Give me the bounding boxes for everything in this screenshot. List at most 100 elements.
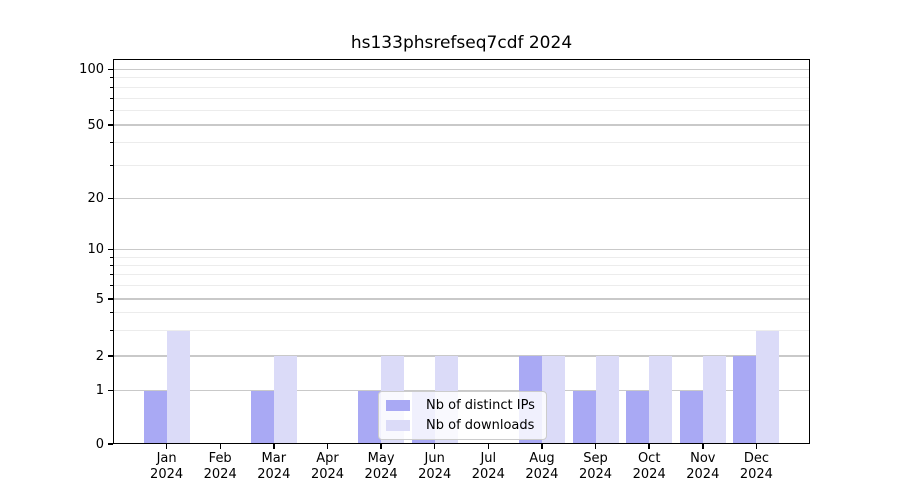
x-tick-month: Mar <box>261 451 287 466</box>
gridline-minor <box>113 97 810 99</box>
gridline-minor <box>113 109 810 111</box>
bar-downloads-aug <box>541 356 565 444</box>
x-tick-month: Nov <box>690 451 716 466</box>
y-minor-tick-mark <box>110 86 113 88</box>
x-tick-mark <box>541 444 543 449</box>
bar-downloads-oct <box>649 356 673 444</box>
y-tick-label: 2 <box>95 348 104 364</box>
y-tick-mark <box>108 355 113 357</box>
y-minor-tick-mark <box>110 142 113 144</box>
x-tick-label: Sep 2024 <box>564 451 628 483</box>
legend-swatch-downloads <box>386 420 410 431</box>
x-tick-label: Nov 2024 <box>671 451 735 483</box>
y-minor-tick-mark <box>110 256 113 258</box>
bar-distinct-ips-mar <box>250 390 274 444</box>
y-minor-tick-mark <box>110 285 113 287</box>
x-tick-year: 2024 <box>257 467 291 482</box>
bar-downloads-sep <box>595 356 619 444</box>
gridline-major <box>113 298 810 300</box>
x-tick-year: 2024 <box>471 467 505 482</box>
x-tick-year: 2024 <box>150 467 184 482</box>
y-minor-tick-mark <box>110 312 113 314</box>
y-minor-tick-mark <box>110 274 113 276</box>
y-tick-label: 10 <box>87 242 104 257</box>
gridline-minor <box>113 274 810 276</box>
x-tick-label: Aug 2024 <box>510 451 574 483</box>
y-tick-label: 100 <box>79 62 104 77</box>
bar-distinct-ips-nov <box>679 390 703 444</box>
legend-label-downloads: Nb of downloads <box>426 418 535 433</box>
gridline-major <box>113 124 810 126</box>
gridline-minor <box>113 312 810 314</box>
legend-swatch-distinct-ips <box>386 400 410 411</box>
gridline-major <box>113 355 810 357</box>
x-tick-label: Oct 2024 <box>617 451 681 483</box>
x-tick-year: 2024 <box>203 467 237 482</box>
gridline-minor <box>113 256 810 258</box>
y-minor-tick-mark <box>110 109 113 111</box>
y-tick-label: 5 <box>95 291 104 307</box>
y-tick-label: 20 <box>87 191 104 206</box>
bar-downloads-mar <box>273 356 297 444</box>
x-tick-year: 2024 <box>686 467 720 482</box>
x-tick-year: 2024 <box>578 467 613 482</box>
gridline-minor <box>113 142 810 144</box>
x-tick-month: Jul <box>480 451 497 466</box>
bar-downloads-dec <box>756 330 780 444</box>
x-tick-month: Dec <box>743 451 769 466</box>
x-tick-mark <box>702 444 704 449</box>
legend-label-distinct-ips: Nb of distinct IPs <box>426 398 535 413</box>
legend: Nb of distinct IPs Nb of downloads <box>378 391 547 440</box>
y-tick-label: 1 <box>95 383 104 398</box>
gridline-minor <box>113 264 810 266</box>
x-tick-mark <box>380 444 382 449</box>
gridline-major <box>113 248 810 251</box>
y-tick-label: 0 <box>95 436 104 452</box>
bar-distinct-ips-oct <box>626 390 650 444</box>
x-tick-mark <box>165 444 168 449</box>
bar-distinct-ips-sep <box>572 390 596 444</box>
x-tick-month: Sep <box>583 451 608 466</box>
y-minor-tick-mark <box>110 97 113 99</box>
y-tick-mark <box>108 443 113 445</box>
bar-downloads-nov <box>702 356 726 444</box>
x-tick-month: Apr <box>316 451 339 466</box>
y-tick-mark <box>108 197 113 200</box>
x-tick-mark <box>219 444 221 449</box>
x-tick-mark <box>326 444 329 449</box>
legend-item-downloads: Nb of downloads <box>386 418 538 433</box>
x-tick-month: Feb <box>208 451 232 466</box>
x-tick-month: Oct <box>637 451 661 466</box>
y-tick-mark <box>108 298 113 300</box>
x-tick-mark <box>433 444 436 449</box>
x-tick-label: Dec 2024 <box>724 451 788 483</box>
gridline-minor <box>113 77 810 79</box>
x-tick-mark <box>594 444 597 449</box>
x-tick-year: 2024 <box>525 467 559 482</box>
x-tick-mark <box>755 444 758 449</box>
x-tick-month: May <box>367 451 395 466</box>
bar-distinct-ips-may <box>358 390 382 444</box>
gridline-minor <box>113 86 810 88</box>
plot-area: Nb of distinct IPs Nb of downloads <box>113 59 810 444</box>
gridline-major <box>113 389 810 392</box>
gridline-minor <box>113 285 810 287</box>
bar-downloads-jan <box>166 330 190 444</box>
y-minor-tick-mark <box>110 264 113 266</box>
x-tick-year: 2024 <box>310 467 345 482</box>
y-minor-tick-mark <box>110 330 113 332</box>
legend-item-distinct-ips: Nb of distinct IPs <box>386 398 538 413</box>
y-minor-tick-mark <box>110 165 113 167</box>
y-tick-mark <box>108 124 113 126</box>
gridline-minor <box>113 330 810 332</box>
x-tick-mark <box>273 444 275 449</box>
gridline-major <box>113 197 810 200</box>
chart-title: hs133phsrefseq7cdf 2024 <box>350 33 573 53</box>
x-tick-label: Jan 2024 <box>135 451 199 483</box>
x-tick-label: Jul 2024 <box>456 451 520 483</box>
bar-distinct-ips-dec <box>733 356 757 444</box>
x-tick-mark <box>487 444 490 449</box>
bar-distinct-ips-jan <box>143 390 167 444</box>
y-tick-mark <box>108 389 113 392</box>
